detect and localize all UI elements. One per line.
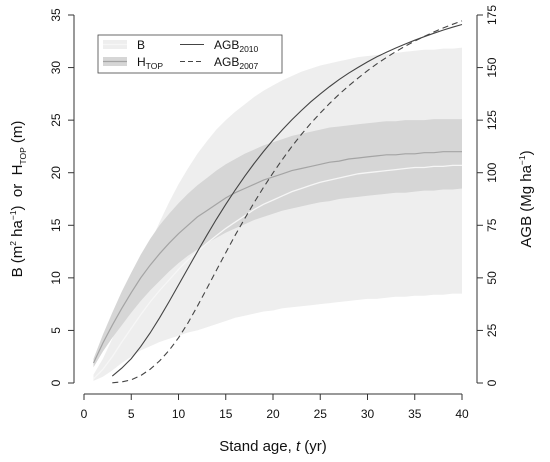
y-ticks-left: 0 5 10 15 20 25 30 35 [49,8,74,386]
legend-label-agb2007: AGB2007 [214,55,259,71]
x-tick-label: 10 [172,407,186,421]
y-left-tick-label: 30 [49,61,63,75]
x-tick-label: 20 [266,407,280,421]
line-htop [92,151,462,364]
x-tick-label: 0 [81,407,88,421]
y-left-tick-label: 0 [49,379,63,386]
x-tick-label: 40 [455,407,469,421]
legend-label-htop: HTOP [137,55,163,71]
x-tick-label: 35 [408,407,422,421]
legend-label-agb2010: AGB2010 [214,38,259,54]
line-agb2010 [111,23,463,377]
y-left-tick-label: 35 [49,8,63,22]
y-right-tick-label: 125 [485,110,499,130]
confidence-bands [93,47,462,381]
legend: B HTOP AGB2010 AGB2007 [97,34,283,74]
y-right-tick-label: 100 [485,162,499,182]
y-right-tick-label: 25 [485,323,499,337]
y-left-tick-label: 10 [49,271,63,285]
y-ticks-right: 0 25 50 75 100 125 150 175 [477,5,499,386]
legend-label-b: B [137,38,145,52]
x-tick-label: 15 [219,407,233,421]
y-left-tick-label: 25 [49,113,63,127]
y-right-tick-label: 0 [485,379,499,386]
x-tick-label: 30 [361,407,375,421]
y-axis-right-title: AGB (Mg ha−1) [517,150,535,247]
series-lines [92,20,463,384]
line-b [93,164,462,380]
x-tick-label: 25 [314,407,328,421]
y-left-tick-label: 20 [49,166,63,180]
y-left-tick-label: 5 [49,327,63,334]
y-right-tick-label: 50 [485,271,499,285]
band-htop [93,119,462,368]
x-ticks: 0 5 10 15 20 25 30 35 40 [81,394,469,421]
x-axis-title: Stand age, t (yr) [219,438,327,455]
y-left-tick-label: 15 [49,218,63,232]
x-tick-label: 5 [128,407,135,421]
y-right-tick-label: 75 [485,218,499,232]
y-right-tick-label: 150 [485,57,499,77]
legend-box [97,34,283,74]
line-agb2007 [112,20,463,384]
y-right-tick-label: 175 [485,5,499,25]
y-axis-left-title: B (m2 ha−1) or HTOP (m) [8,121,28,278]
